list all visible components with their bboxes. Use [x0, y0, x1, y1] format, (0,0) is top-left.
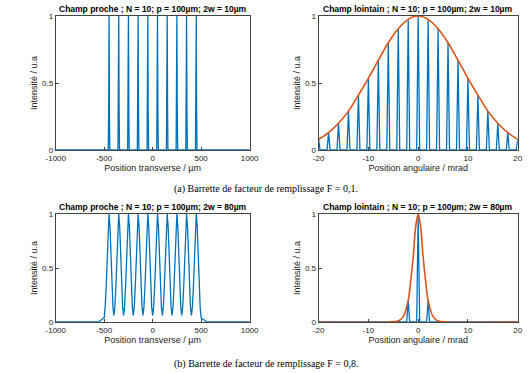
svg-text:1000: 1000 — [241, 326, 259, 335]
svg-text:1: 1 — [312, 12, 317, 21]
svg-text:1: 1 — [49, 12, 54, 21]
svg-text:Champ lointain ; N = 10; p = 1: Champ lointain ; N = 10; p = 100µm; 2w =… — [323, 202, 513, 212]
svg-text:(b) Barrette de facteur de rem: (b) Barrette de facteur de remplissage F… — [174, 358, 358, 370]
svg-text:0.5: 0.5 — [305, 264, 317, 273]
svg-text:0: 0 — [150, 326, 155, 335]
svg-text:-10: -10 — [363, 154, 375, 163]
svg-text:1: 1 — [312, 210, 317, 219]
svg-text:0: 0 — [416, 326, 421, 335]
svg-text:Position angulaire / mrad: Position angulaire / mrad — [368, 335, 468, 345]
svg-text:1: 1 — [49, 210, 54, 219]
svg-text:20: 20 — [513, 154, 522, 163]
svg-text:Position transverse / µm: Position transverse / µm — [104, 335, 201, 345]
svg-text:0: 0 — [49, 318, 54, 327]
svg-text:500: 500 — [194, 154, 208, 163]
svg-text:500: 500 — [194, 326, 208, 335]
svg-text:0: 0 — [312, 318, 317, 327]
svg-text:0: 0 — [49, 146, 54, 155]
svg-text:Intensité / u.a: Intensité / u.a — [29, 241, 39, 295]
svg-text:0.5: 0.5 — [42, 79, 54, 88]
svg-text:1000: 1000 — [241, 154, 259, 163]
svg-text:Champ lointain ; N = 10; p = 1: Champ lointain ; N = 10; p = 100µm; 2w =… — [323, 4, 513, 14]
svg-text:-1000: -1000 — [46, 326, 67, 335]
svg-text:-500: -500 — [96, 326, 113, 335]
svg-text:Intensité / u.a: Intensité / u.a — [292, 241, 302, 295]
svg-text:Intensité / u.a: Intensité / u.a — [292, 56, 302, 110]
svg-text:0: 0 — [416, 154, 421, 163]
svg-text:-500: -500 — [96, 154, 113, 163]
svg-text:0.5: 0.5 — [305, 79, 317, 88]
svg-text:Intensité / u.a: Intensité / u.a — [29, 56, 39, 110]
svg-text:Position angulaire / mrad: Position angulaire / mrad — [368, 163, 468, 173]
svg-text:-10: -10 — [363, 326, 375, 335]
svg-text:Position transverse / µm: Position transverse / µm — [104, 163, 201, 173]
svg-text:10: 10 — [463, 154, 472, 163]
svg-text:0: 0 — [150, 154, 155, 163]
svg-text:10: 10 — [463, 326, 472, 335]
svg-text:-1000: -1000 — [46, 154, 67, 163]
svg-text:0.5: 0.5 — [42, 264, 54, 273]
svg-text:Champ proche ; N = 10; p = 100: Champ proche ; N = 10; p = 100µm; 2w = 1… — [59, 4, 247, 14]
svg-text:-20: -20 — [313, 154, 325, 163]
svg-text:0: 0 — [312, 146, 317, 155]
svg-text:-20: -20 — [313, 326, 325, 335]
svg-text:20: 20 — [513, 326, 522, 335]
svg-text:(a) Barrette de facteur de rem: (a) Barrette de facteur de remplissage F… — [174, 183, 358, 195]
svg-text:Champ proche ; N = 10; p = 100: Champ proche ; N = 10; p = 100µm; 2w = 8… — [59, 202, 247, 212]
